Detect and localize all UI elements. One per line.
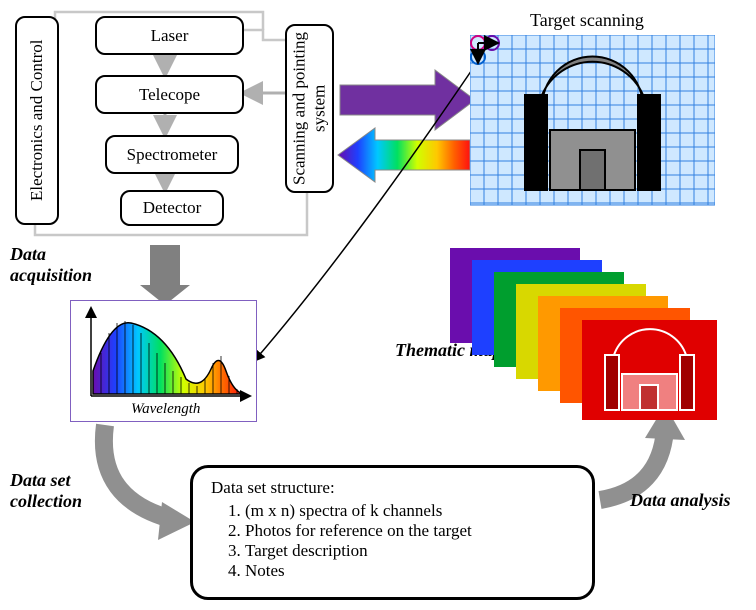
telescope-label: Telecope [139, 85, 200, 105]
scanning-box: Scanning and pointing system [285, 24, 334, 193]
data-acquisition-label: Data acquisition [10, 244, 120, 286]
dataset-item: Target description [245, 541, 574, 561]
data-analysis-label: Data analysis [630, 490, 731, 511]
electronics-box: Electronics and Control [15, 16, 59, 225]
spectrometer-box: Spectrometer [105, 135, 239, 174]
dataset-box: Data set structure: (m x n) spectra of k… [190, 465, 595, 600]
detector-label: Detector [143, 198, 202, 218]
laser-label: Laser [151, 26, 189, 46]
spectrometer-label: Spectrometer [127, 145, 218, 165]
dataset-item: Photos for reference on the target [245, 521, 574, 541]
dataset-item: (m x n) spectra of k channels [245, 501, 574, 521]
detector-box: Detector [120, 190, 224, 226]
target-grid [470, 35, 715, 210]
scanning-label: Scanning and pointing system [290, 26, 330, 191]
laser-box: Laser [95, 16, 244, 55]
dataset-list: (m x n) spectra of k channels Photos for… [211, 501, 574, 581]
thematic-maps-stack [450, 248, 750, 428]
electronics-label: Electronics and Control [27, 40, 47, 201]
wavelength-axis-label: Wavelength [131, 401, 200, 417]
target-scanning-label: Target scanning [530, 10, 644, 31]
spectrum-chart: Wavelength [70, 300, 257, 422]
telescope-box: Telecope [95, 75, 244, 114]
dataset-title: Data set structure: [211, 478, 574, 498]
dataset-collection-label: Data set collection [10, 470, 100, 512]
dataset-item: Notes [245, 561, 574, 581]
